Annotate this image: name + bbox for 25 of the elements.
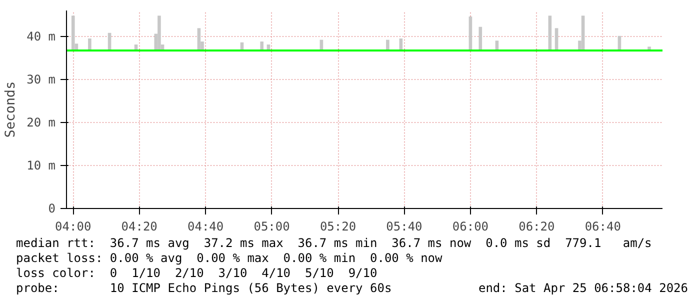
- y-tick-label: 40 m: [26, 29, 56, 44]
- y-axis-title: Seconds: [4, 81, 19, 138]
- y-tick-label: 30 m: [26, 72, 56, 86]
- bar: [88, 38, 92, 51]
- text: loss color: 0 1/10 2/10 3/10 4/10 5/10 9/10: [16, 266, 378, 281]
- x-tick-label: 06:00: [452, 220, 489, 234]
- x-tick-label: 04:00: [55, 220, 92, 234]
- text: end: Sat Apr 25 06:58:04 2026: [478, 281, 688, 296]
- bar: [478, 26, 482, 51]
- bar: [71, 16, 75, 51]
- x-tick-label: 06:20: [518, 220, 555, 234]
- x-tick-label: 04:20: [121, 220, 158, 234]
- text: median rtt: 36.7 ms avg 37.2 ms max 36.7 ms min 36.7 ms now 0.0 ms sd 779.1 am/s: [16, 236, 653, 251]
- y-tick-label: 20 m: [26, 115, 56, 130]
- x-tick-label: 06:40: [584, 220, 621, 234]
- text: packet loss: 0.00 % avg 0.00 % max 0.00 % min 0.00 % now: [16, 251, 444, 266]
- text: probe: 10 ICMP Echo Pings (56 Bytes) every 60s: [16, 281, 392, 296]
- x-tick-label: 05:40: [386, 220, 422, 234]
- x-tick-label: 04:40: [188, 220, 224, 234]
- bar: [158, 16, 161, 51]
- x-tick-label: 05:20: [320, 220, 356, 234]
- bar: [386, 40, 390, 51]
- y-tick-label: 0: [48, 202, 56, 216]
- y-tick-label: 10 m: [26, 158, 56, 172]
- x-tick-label: 05:00: [254, 220, 290, 234]
